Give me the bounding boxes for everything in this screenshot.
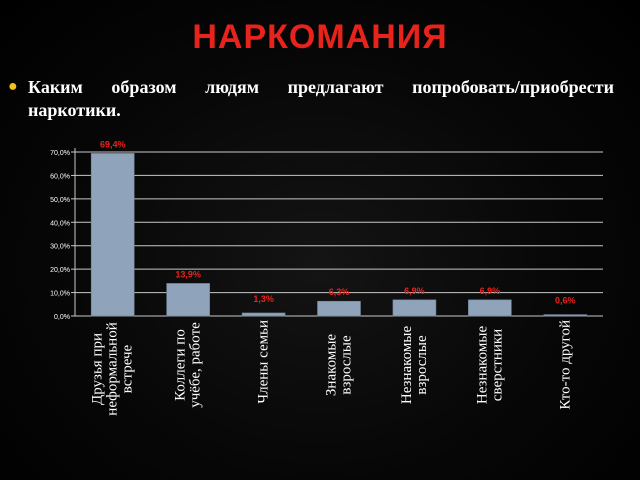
data-label: 6,3% [329, 287, 350, 297]
data-label: 69,4% [100, 139, 126, 149]
x-category-label: Члены семьи [256, 320, 272, 404]
y-tick-label: 50,0% [50, 197, 70, 204]
y-tick-label: 10,0% [50, 291, 70, 298]
data-label: 6,9% [404, 286, 425, 296]
bullet-marker-icon: ● [8, 78, 18, 95]
y-tick-label: 0,0% [54, 314, 70, 321]
data-label: 1,3% [253, 294, 274, 304]
x-category-label: Друзья принеформальнойвстрече [90, 322, 136, 415]
bullet-text: Каким образом людям предлагают попробова… [28, 77, 614, 120]
x-category-label: Незнакомыесверстники [474, 326, 505, 405]
x-category-label: Знакомыевзрослые [324, 334, 355, 397]
x-category-label: Кто-то другой [557, 320, 573, 410]
data-label: 0,6% [555, 296, 576, 306]
bar [543, 314, 588, 317]
bar [317, 300, 361, 317]
bullet-item: ● Каким образом людям предлагают попробо… [8, 76, 614, 122]
bar [166, 283, 210, 317]
y-tick-label: 20,0% [50, 267, 70, 274]
y-tick-label: 70,0% [50, 150, 70, 157]
bar [90, 153, 135, 317]
data-label: 13,9% [175, 269, 201, 279]
data-label: 6,9% [480, 286, 501, 296]
x-category-label: Незнакомыевзрослые [399, 326, 430, 405]
y-tick-label: 60,0% [50, 173, 70, 180]
bar [468, 299, 512, 317]
x-category-label: Коллеги поучёбе, работе [173, 322, 204, 408]
y-tick-label: 30,0% [50, 244, 70, 251]
y-tick-label: 40,0% [50, 220, 70, 227]
slide-title: НАРКОМАНИЯ [192, 18, 448, 56]
bar [392, 299, 437, 317]
bar [241, 312, 286, 317]
